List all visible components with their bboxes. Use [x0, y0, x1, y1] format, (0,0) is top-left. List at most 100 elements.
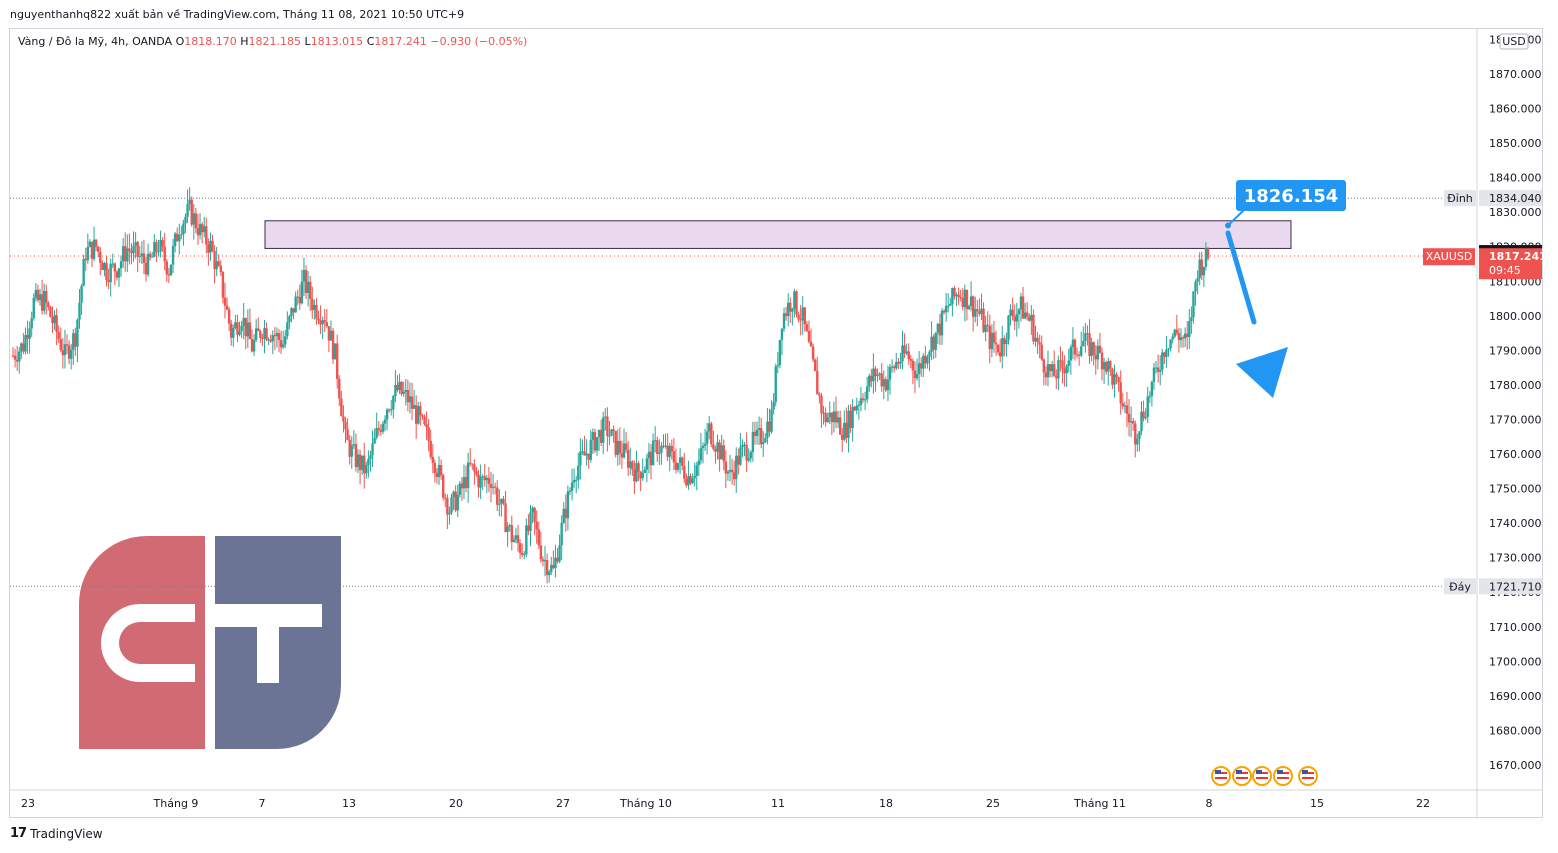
flag-canton	[1302, 770, 1308, 774]
open-value: 1818.170	[184, 35, 237, 48]
candle-body	[279, 340, 283, 348]
candle-body	[547, 571, 551, 576]
candle-body	[267, 339, 270, 341]
candle-body	[140, 253, 144, 257]
candle-body	[944, 305, 948, 313]
candle-body	[1094, 354, 1097, 360]
candle-body	[146, 253, 150, 275]
candle-body	[917, 363, 921, 375]
candle-body	[888, 366, 892, 380]
candle-body	[776, 365, 779, 367]
candle-body	[1080, 346, 1083, 356]
candle-body	[113, 263, 117, 272]
candle-body	[32, 297, 35, 319]
candle-body	[217, 261, 220, 266]
candle-body	[1111, 368, 1114, 385]
candle-body	[780, 328, 784, 340]
candle-body	[1138, 431, 1141, 439]
candle-body	[911, 360, 915, 371]
candle-body	[1021, 296, 1025, 319]
us-flag-event-icon[interactable]	[1273, 766, 1293, 786]
reference-value-box	[1479, 578, 1542, 595]
us-flag-event-icon[interactable]	[1252, 766, 1272, 786]
us-flag-event-icon[interactable]	[1211, 766, 1231, 786]
candle-body	[292, 308, 295, 313]
currency-box[interactable]	[1499, 33, 1529, 50]
candle-body	[795, 291, 798, 315]
candle-body	[61, 350, 65, 356]
candle-body	[313, 304, 316, 310]
candle-body	[1063, 368, 1066, 374]
candle-body	[1065, 365, 1068, 374]
us-flag-event-icon[interactable]	[1298, 766, 1318, 786]
x-tick-label: Tháng 9	[153, 797, 199, 810]
candle-body	[922, 355, 925, 369]
candle-body	[481, 476, 484, 478]
candle-body	[450, 497, 453, 513]
candle-body	[1123, 405, 1127, 407]
candle-body	[38, 294, 42, 301]
candle-body	[814, 359, 817, 371]
candle-body	[828, 412, 831, 418]
candle-body	[784, 313, 788, 317]
candle-body	[622, 443, 626, 458]
candle-body	[676, 463, 680, 470]
candle-body	[903, 345, 906, 354]
y-tick-label: 1730.000	[1489, 552, 1542, 565]
flag-canton	[1277, 770, 1283, 774]
candle-body	[720, 445, 723, 460]
candle-body	[354, 444, 358, 468]
candle-body	[242, 317, 245, 326]
candle-body	[1011, 309, 1014, 317]
us-flag-event-icon[interactable]	[1232, 766, 1252, 786]
candle-body	[1096, 345, 1100, 360]
resistance-zone[interactable]	[264, 220, 1292, 249]
reference-label: Đỉnh	[1447, 192, 1473, 205]
y-tick-label: 1770.000	[1489, 413, 1542, 426]
arrow-down-icon[interactable]	[1236, 347, 1288, 398]
candle-body	[317, 318, 320, 321]
footer-branding: 17 TradingView	[10, 826, 103, 841]
candle-body	[577, 465, 580, 480]
candle-body	[974, 309, 977, 317]
candle-body	[880, 373, 883, 387]
candle-body	[940, 310, 944, 336]
candle-body	[666, 445, 669, 457]
candle-body	[853, 407, 856, 411]
candle-body	[1175, 329, 1179, 333]
candle-body	[857, 404, 861, 406]
candle-body	[545, 560, 549, 576]
candle-body	[325, 322, 329, 327]
candle-body	[471, 463, 474, 465]
candle-body	[1073, 339, 1077, 355]
candle-body	[876, 374, 879, 377]
candle-body	[957, 294, 960, 298]
symbol-legend[interactable]: Vàng / Đô la Mỹ, 4h, OANDA O1818.170 H18…	[18, 35, 527, 48]
candle-body	[42, 290, 46, 311]
candle-body	[589, 439, 592, 460]
candle-body	[1183, 333, 1187, 339]
candle-body	[1117, 377, 1120, 383]
candle-body	[774, 366, 777, 403]
candle-body	[304, 269, 308, 293]
candle-body	[868, 375, 871, 387]
price-callout[interactable]	[1236, 180, 1346, 211]
candle-body	[859, 398, 863, 405]
candle-body	[385, 409, 389, 420]
candle-body	[84, 258, 87, 261]
candle-body	[884, 379, 888, 391]
candle-body	[1040, 344, 1043, 360]
candle-body	[213, 250, 216, 270]
candle-body	[1104, 362, 1108, 372]
candle-body	[1100, 352, 1104, 370]
candle-body	[69, 349, 73, 359]
candle-body	[165, 261, 168, 275]
candle-body	[510, 525, 513, 543]
candle-body	[203, 226, 206, 233]
candle-body	[18, 351, 21, 362]
candle-body	[697, 460, 701, 466]
candle-body	[705, 431, 709, 444]
candle-body	[1167, 348, 1170, 350]
candle-body	[701, 445, 705, 449]
